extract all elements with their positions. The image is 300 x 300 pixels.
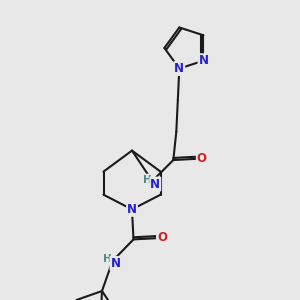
Text: H: H (103, 254, 112, 264)
Text: N: N (199, 54, 208, 67)
Text: O: O (157, 231, 167, 244)
Text: N: N (174, 62, 184, 75)
Text: N: N (110, 257, 121, 270)
Text: O: O (197, 152, 207, 165)
Text: N: N (150, 178, 160, 190)
Text: H: H (143, 175, 152, 184)
Text: N: N (127, 203, 137, 216)
